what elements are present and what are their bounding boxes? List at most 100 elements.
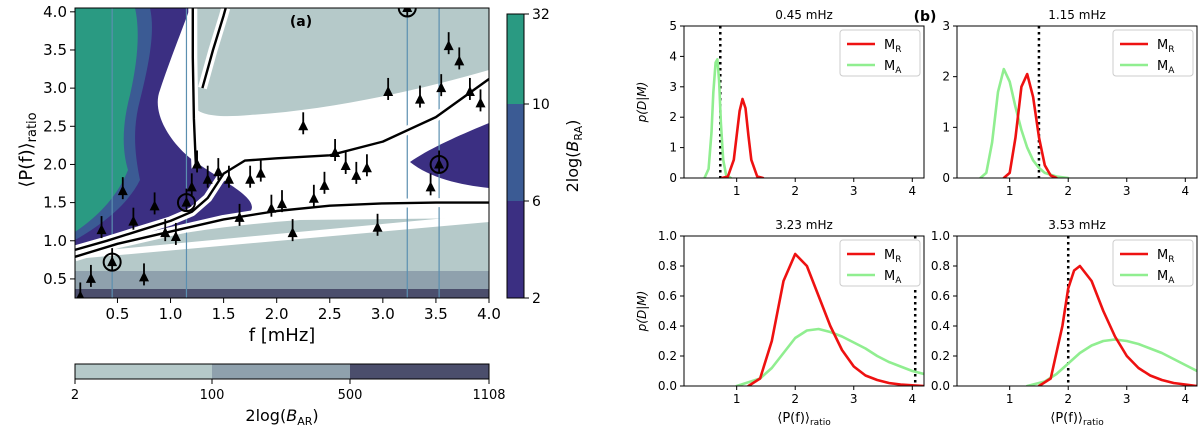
x-tick-label-b: 4 — [908, 184, 916, 198]
legend-label-mr: MR — [884, 38, 901, 55]
x-tick-label-b: 3 — [850, 184, 858, 198]
subplot-title: 3.53 mHz — [1048, 218, 1106, 232]
legend-box — [839, 29, 921, 77]
colorbar-bar-tick-label: 2 — [71, 388, 79, 403]
y-tick-label-b: 0.0 — [931, 379, 950, 393]
y-tick-label-a: 1.0 — [43, 232, 67, 250]
data-point — [287, 227, 298, 238]
colorbar-bar-label: 2log(BAR) — [245, 406, 318, 428]
region-white-lower-gap — [75, 214, 489, 259]
legend-label-sub: R — [895, 255, 901, 265]
x-tick-label-a: 2.5 — [318, 305, 342, 323]
x-tick-label-b: 1 — [1006, 184, 1014, 198]
x-tick-label-b: 2 — [1064, 392, 1072, 406]
x-axis-label-b-main: ⟨P(f)⟩ — [1050, 411, 1083, 426]
subplot-title: 0.45 mHz — [775, 8, 833, 22]
data-point — [85, 272, 96, 283]
colorbar-bar-low — [75, 364, 212, 379]
x-tick-label-b: 3 — [1123, 392, 1131, 406]
region-bra-high — [75, 8, 138, 232]
data-point — [319, 179, 330, 190]
y-axis-label-b: p(D|M) — [635, 82, 649, 124]
x-axis-label-b: ⟨P(f)⟩ratio — [777, 411, 831, 428]
y-tick-label-b: 0.0 — [658, 379, 677, 393]
colorbar-bra-mid — [507, 104, 524, 201]
x-tick-label-b: 2 — [791, 184, 799, 198]
data-point — [255, 167, 266, 178]
data-point — [170, 230, 181, 241]
legend-label-main: M — [884, 38, 895, 53]
x-tick-label-b: 2 — [791, 392, 799, 406]
subplot-frame — [683, 25, 925, 179]
legend-label-main: M — [1157, 269, 1168, 284]
legend-label-mr: MR — [1157, 248, 1174, 265]
legend-box — [1112, 239, 1194, 287]
colorbar-bra-tick-label: 2 — [532, 291, 541, 307]
legend-label-main: M — [884, 59, 895, 74]
series-line-mr — [747, 252, 924, 386]
highlighted-point-circle — [397, 8, 417, 18]
y-tick-label-b: 0 — [669, 171, 677, 185]
region-bar-dark — [75, 289, 489, 298]
x-tick-label-a: 0.5 — [106, 305, 130, 323]
data-point — [139, 271, 149, 282]
data-point — [76, 290, 85, 298]
y-tick-label-b: 0.4 — [658, 319, 677, 333]
x-tick-label-b: 3 — [850, 392, 858, 406]
data-point — [96, 224, 107, 235]
y-tick-label-a: 0.5 — [43, 270, 67, 288]
x-tick-label-b: 1 — [733, 184, 741, 198]
colorbar-bra-label-prefix: 2log( — [563, 152, 582, 193]
y-tick-label-b: 0.4 — [931, 319, 950, 333]
y-tick-label-b: 5 — [669, 19, 677, 33]
colorbar-bra: 2 6 10 32 2log(BRA) — [506, 7, 585, 307]
legend-box — [1112, 29, 1194, 77]
y-tick-label-b: 3 — [669, 80, 677, 94]
legend-label-sub: R — [895, 45, 901, 55]
y-axis-label-a-sub: ratio — [25, 112, 40, 142]
upper-boundary-curve — [75, 78, 489, 252]
data-point — [277, 198, 287, 209]
highlighted-point-circle — [176, 193, 196, 213]
y-tick-label-b: 1.0 — [931, 229, 950, 243]
data-point — [223, 173, 234, 184]
legend-label-main: M — [1157, 38, 1168, 53]
data-point — [107, 256, 118, 267]
data-point — [425, 181, 436, 192]
region-bar-light-upper — [190, 8, 489, 117]
data-point — [308, 192, 319, 203]
legend-label-ma: MA — [1157, 269, 1175, 286]
y-tick-label-b: 3 — [942, 19, 950, 33]
y-axis-label-b: p(D|M) — [635, 291, 649, 333]
colorbar-bar: 2 100 500 1108 2log(BAR) — [71, 363, 506, 428]
data-point — [464, 85, 475, 96]
series-line-ma — [735, 327, 924, 386]
colorbar-bar-label-prefix: 2log( — [245, 406, 286, 425]
data-point — [149, 200, 160, 211]
colorbar-bar-label-sub: AR — [297, 415, 313, 428]
legend-label-main: M — [1157, 248, 1168, 263]
legend-label-sub: R — [1168, 45, 1174, 55]
series-line-mr — [1002, 72, 1058, 178]
data-point — [186, 181, 197, 192]
colorbar-bra-label-symbol: B — [563, 141, 582, 152]
data-point — [245, 173, 256, 184]
legend: MR MA — [1112, 239, 1194, 287]
y-tick-label-b: 2 — [942, 70, 950, 84]
y-axis-label-a-main: ⟨P(f)⟩ — [16, 142, 37, 187]
series-line-ma — [703, 58, 733, 178]
colorbar-bar-tick-label: 500 — [338, 388, 363, 403]
legend-label-sub: A — [895, 66, 902, 76]
data-point — [266, 202, 277, 213]
colorbar-bra-label-suffix: ) — [563, 120, 582, 126]
x-axis-label-b: ⟨P(f)⟩ratio — [1050, 411, 1104, 428]
panel-b-label: (b) — [914, 9, 937, 25]
data-point — [181, 196, 192, 207]
legend-label-main: M — [884, 248, 895, 263]
y-tick-label-b: 0.6 — [931, 289, 950, 303]
x-tick-label-a: 1.0 — [159, 305, 183, 323]
